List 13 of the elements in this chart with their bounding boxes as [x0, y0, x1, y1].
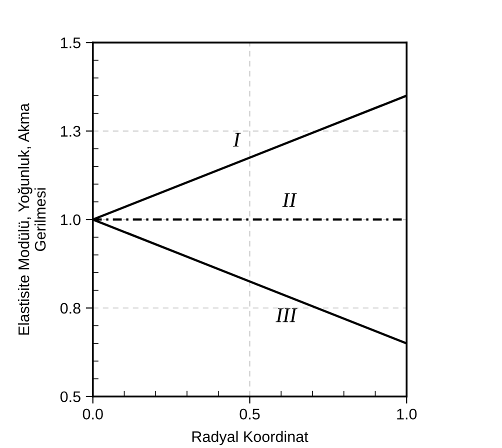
series-label: I	[233, 132, 241, 147]
y-tick-label: 1.5	[60, 38, 80, 48]
x-tick-label: 0.0	[82, 408, 103, 420]
y-tick-label: 1.3	[60, 126, 80, 137]
y-axis-title: Elastisite Modülü, Yoğunluk, Akma Gerilmesi	[18, 103, 46, 335]
x-tick-label: 1.0	[397, 408, 417, 420]
series-label: III	[276, 308, 298, 322]
x-axis-title: Radyal Koordinat	[192, 430, 308, 446]
series-label: II	[282, 193, 298, 207]
y-tick-label: 0.8	[60, 302, 80, 314]
y-tick-label: 1.0	[60, 214, 80, 226]
x-tick-label: 0.5	[240, 408, 260, 420]
y-tick-label: 0.5	[60, 391, 80, 402]
